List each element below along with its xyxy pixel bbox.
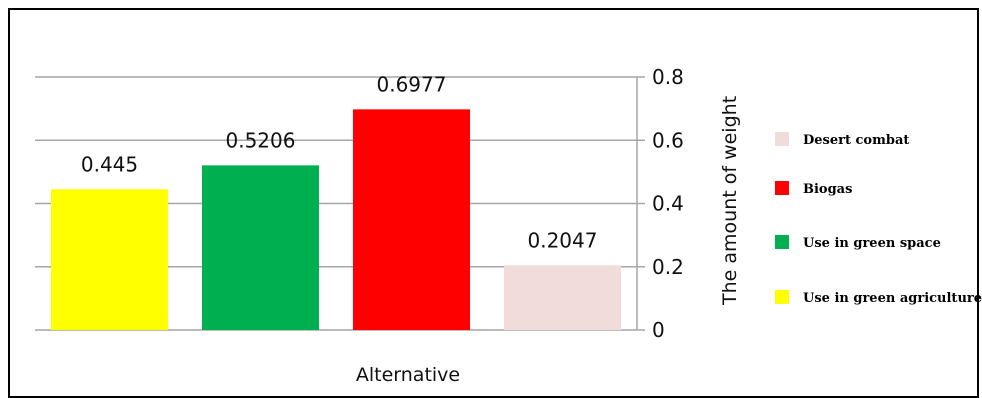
data-label: 0.445 [81, 152, 138, 176]
bar [504, 265, 621, 330]
bars [51, 109, 621, 330]
bar [202, 165, 319, 330]
y-tick-label: 0.4 [652, 192, 684, 216]
legend-label: Desert combat [803, 133, 909, 148]
y-tick-labels: 0 0.2 0.4 0.6 0.8 [652, 65, 684, 342]
y-tick-label: 0.6 [652, 128, 684, 152]
y-axis-title: The amount of weight [719, 96, 741, 306]
legend: Desert combat Biogas Use in green space Use… [775, 132, 982, 306]
bar [353, 109, 470, 330]
legend-swatch [775, 235, 789, 249]
data-labels: 0.445 0.5206 0.6977 0.2047 [81, 72, 598, 252]
legend-swatch [775, 132, 789, 146]
bar-chart: 0.445 0.5206 0.6977 0.2047 0 0.2 0.4 0.6 0.8 Th… [35, 65, 982, 386]
data-label: 0.5206 [226, 128, 296, 152]
legend-label: Biogas [803, 182, 852, 197]
data-label: 0.2047 [528, 228, 598, 252]
legend-swatch [775, 181, 789, 195]
bar [51, 189, 168, 330]
legend-swatch [775, 290, 789, 304]
legend-label: Use in green space [803, 236, 941, 251]
legend-label: Use in green agriculture [803, 291, 982, 306]
data-label: 0.6977 [377, 72, 447, 96]
x-axis-title: Alternative [356, 364, 460, 386]
y-tick-label: 0.8 [652, 65, 684, 89]
y-tick-label: 0 [652, 318, 665, 342]
y-tick-label: 0.2 [652, 255, 684, 279]
